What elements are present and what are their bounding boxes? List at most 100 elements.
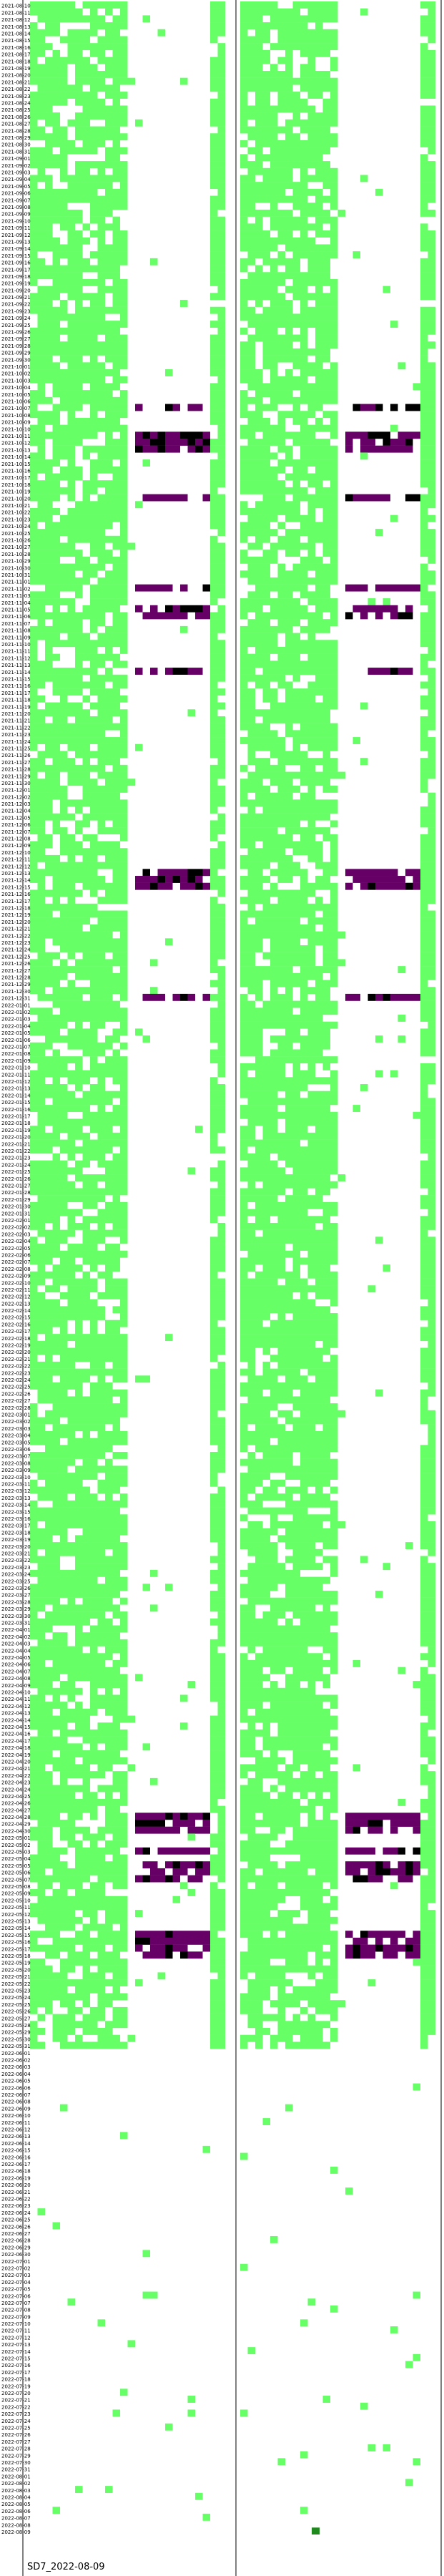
- heatmap-cell: [75, 945, 83, 952]
- heatmap-cell: [97, 751, 105, 758]
- heatmap-cell: [30, 924, 38, 932]
- heatmap-cell: [82, 1271, 90, 1279]
- heatmap-cell: [37, 660, 45, 668]
- heatmap-cell: [112, 306, 120, 314]
- heatmap-cell: [90, 980, 98, 987]
- heatmap-cell: [322, 1063, 330, 1070]
- heatmap-cell: [420, 841, 428, 849]
- heatmap-cell: [90, 862, 98, 869]
- heatmap-cell: [90, 182, 98, 190]
- heatmap-cell: [292, 813, 300, 821]
- heatmap-cell: [120, 660, 128, 668]
- heatmap-cell: [292, 959, 300, 967]
- heatmap-cell: [30, 938, 38, 946]
- heatmap-cell: [330, 820, 338, 828]
- heatmap-cell: [240, 854, 248, 862]
- heatmap-cell: [315, 743, 323, 751]
- heatmap-cell: [292, 1118, 300, 1126]
- heatmap-cell: [105, 92, 113, 99]
- heatmap-cell: [315, 598, 323, 605]
- heatmap-cell: [330, 1160, 338, 1168]
- heatmap-cell: [262, 1160, 270, 1168]
- heatmap-cell: [405, 869, 413, 877]
- heatmap-cell: [247, 1139, 255, 1147]
- heatmap-cell: [210, 820, 218, 828]
- heatmap-cell: [30, 730, 38, 738]
- heatmap-cell: [45, 535, 53, 543]
- heatmap-cell: [322, 924, 330, 932]
- heatmap-cell: [247, 355, 255, 363]
- heatmap-cell: [262, 674, 270, 682]
- heatmap-cell: [112, 57, 120, 64]
- heatmap-cell: [270, 334, 278, 342]
- heatmap-cell: [277, 972, 285, 980]
- heatmap-cell: [270, 480, 278, 488]
- heatmap-cell: [75, 188, 83, 196]
- heatmap-cell: [90, 716, 98, 723]
- heatmap-cell: [172, 431, 180, 439]
- heatmap-cell: [82, 369, 90, 376]
- heatmap-cell: [90, 161, 98, 168]
- heatmap-cell: [45, 508, 53, 515]
- heatmap-cell: [45, 522, 53, 530]
- heatmap-cell: [322, 660, 330, 668]
- heatmap-cell: [52, 702, 60, 710]
- heatmap-cell: [420, 993, 428, 1001]
- heatmap-cell: [277, 1015, 285, 1022]
- heatmap-cell: [127, 77, 135, 85]
- heatmap-cell: [30, 910, 38, 918]
- heatmap-cell: [67, 355, 75, 363]
- heatmap-cell: [247, 1015, 255, 1022]
- heatmap-cell: [120, 730, 128, 738]
- heatmap-cell: [330, 327, 338, 335]
- heatmap-cell: [247, 605, 255, 613]
- heatmap-cell: [315, 8, 323, 16]
- heatmap-cell: [420, 1035, 428, 1043]
- heatmap-cell: [285, 910, 293, 918]
- heatmap-cell: [180, 876, 188, 883]
- heatmap-cell: [67, 237, 75, 245]
- heatmap-cell: [60, 1264, 68, 1272]
- heatmap-cell: [112, 779, 120, 786]
- heatmap-cell: [97, 695, 105, 703]
- heatmap-cell: [247, 1195, 255, 1203]
- heatmap-cell: [428, 799, 435, 807]
- heatmap-cell: [337, 931, 345, 939]
- heatmap-cell: [120, 1160, 128, 1168]
- heatmap-cell: [307, 730, 315, 738]
- heatmap-cell: [112, 792, 120, 800]
- heatmap-cell: [330, 1236, 338, 1244]
- heatmap-cell: [292, 321, 300, 328]
- heatmap-cell: [307, 112, 315, 120]
- heatmap-cell: [330, 674, 338, 682]
- heatmap-cell: [262, 1327, 270, 1335]
- heatmap-cell: [292, 1160, 300, 1168]
- heatmap-cell: [30, 1083, 38, 1091]
- heatmap-cell: [37, 695, 45, 703]
- heatmap-cell: [210, 993, 218, 1001]
- heatmap-cell: [37, 987, 45, 995]
- heatmap-cell: [292, 737, 300, 744]
- heatmap-cell: [90, 972, 98, 980]
- heatmap-cell: [300, 779, 308, 786]
- heatmap-cell: [307, 1111, 315, 1119]
- heatmap-cell: [307, 209, 315, 217]
- heatmap-cell: [277, 966, 285, 974]
- heatmap-cell: [307, 1250, 315, 1258]
- heatmap-cell: [255, 848, 263, 856]
- heatmap-cell: [300, 195, 308, 203]
- heatmap-cell: [300, 723, 308, 731]
- heatmap-cell: [30, 1146, 38, 1154]
- heatmap-cell: [322, 550, 330, 557]
- heatmap-cell: [300, 188, 308, 196]
- heatmap-cell: [277, 993, 285, 1001]
- heatmap-cell: [90, 514, 98, 522]
- heatmap-cell: [322, 1306, 330, 1314]
- heatmap-cell: [60, 688, 68, 696]
- heatmap-cell: [217, 577, 225, 585]
- heatmap-cell: [105, 910, 113, 918]
- heatmap-cell: [322, 931, 330, 939]
- heatmap-cell: [210, 439, 218, 446]
- heatmap-cell: [112, 230, 120, 238]
- heatmap-cell: [75, 1132, 83, 1140]
